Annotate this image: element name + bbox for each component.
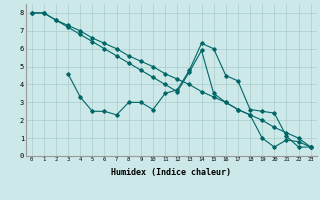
X-axis label: Humidex (Indice chaleur): Humidex (Indice chaleur) [111, 168, 231, 177]
